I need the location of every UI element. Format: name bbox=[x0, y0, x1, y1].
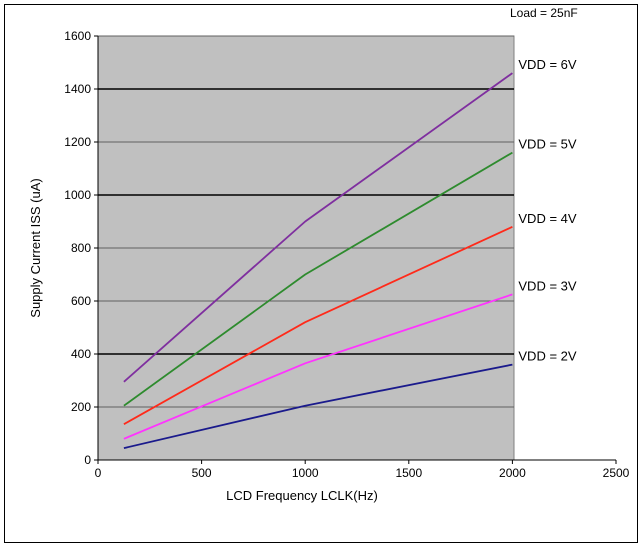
x-axis-ticks: 0 500 1000 1500 2000 2500 bbox=[95, 460, 630, 480]
x-axis-title: LCD Frequency LCLK(Hz) bbox=[226, 488, 378, 503]
y-tick-label: 1200 bbox=[64, 135, 91, 149]
y-tick-label: 600 bbox=[71, 294, 91, 308]
series-line-1 bbox=[123, 72, 513, 383]
x-tick-label: 1000 bbox=[292, 466, 319, 480]
y-tick-label: 1600 bbox=[64, 29, 91, 43]
y-axis-ticks: 0 200 400 600 800 1000 1200 1400 1600 bbox=[64, 29, 98, 467]
series-line-4 bbox=[123, 293, 513, 440]
y-tick-label: 200 bbox=[71, 400, 91, 414]
series-line-5 bbox=[123, 363, 513, 449]
y-tick-label: 400 bbox=[71, 347, 91, 361]
series-label-5: VDD = 2V bbox=[518, 349, 576, 364]
series-lines bbox=[123, 72, 513, 449]
grid-lines bbox=[98, 35, 514, 408]
y-tick-label: 0 bbox=[84, 453, 91, 467]
y-tick-label: 1000 bbox=[64, 188, 91, 202]
series-label-1: VDD = 6V bbox=[518, 57, 576, 72]
x-tick-label: 500 bbox=[192, 466, 212, 480]
x-tick-label: 1500 bbox=[395, 466, 422, 480]
series-label-2: VDD = 5V bbox=[518, 137, 576, 152]
series-line-3 bbox=[123, 225, 513, 425]
series-line-2 bbox=[123, 151, 513, 407]
load-annotation: Load = 25nF bbox=[510, 6, 578, 20]
series-labels: VDD = 6V VDD = 5V VDD = 4V VDD = 3V VDD = 2V bbox=[518, 57, 576, 364]
y-tick-label: 1400 bbox=[64, 82, 91, 96]
y-axis-title: Supply Current ISS (uA) bbox=[28, 178, 43, 317]
series-label-3: VDD = 4V bbox=[518, 211, 576, 226]
series-label-4: VDD = 3V bbox=[518, 278, 576, 293]
x-tick-label: 2000 bbox=[499, 466, 526, 480]
x-tick-label: 2500 bbox=[603, 466, 630, 480]
y-tick-label: 800 bbox=[71, 241, 91, 255]
axes bbox=[94, 36, 616, 464]
x-tick-label: 0 bbox=[95, 466, 102, 480]
